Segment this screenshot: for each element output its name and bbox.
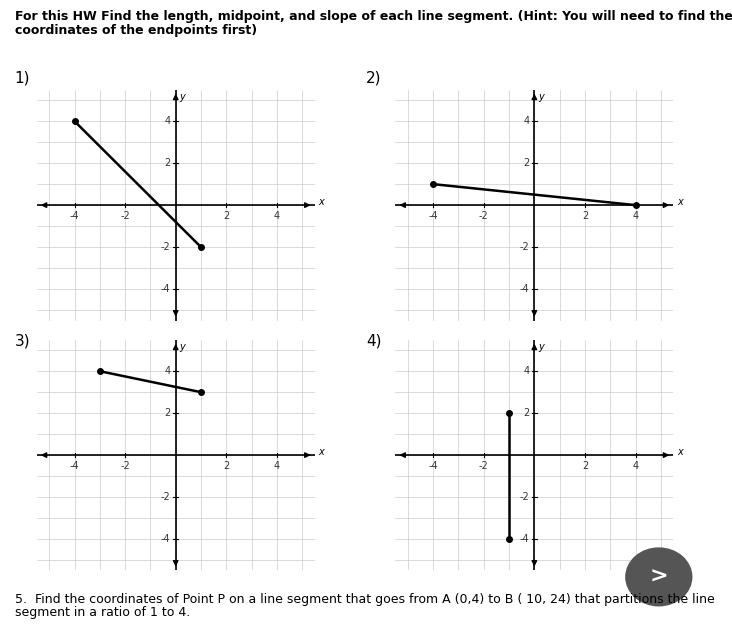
- Text: -4: -4: [161, 534, 171, 544]
- Text: 2: 2: [165, 158, 171, 168]
- Text: 4: 4: [523, 116, 529, 126]
- Text: segment in a ratio of 1 to 4.: segment in a ratio of 1 to 4.: [15, 606, 190, 619]
- Text: x: x: [677, 197, 683, 207]
- Text: x: x: [677, 447, 683, 457]
- Text: y: y: [538, 342, 544, 352]
- Text: -2: -2: [479, 212, 489, 221]
- Text: x: x: [318, 447, 324, 457]
- Text: For this HW Find the length, midpoint, and slope of each line segment. (Hint: Yo: For this HW Find the length, midpoint, a…: [15, 10, 732, 22]
- Text: -2: -2: [520, 242, 529, 252]
- Text: -2: -2: [120, 462, 130, 471]
- Text: y: y: [179, 342, 185, 352]
- Text: >: >: [649, 567, 668, 587]
- Text: -4: -4: [70, 462, 79, 471]
- Text: -2: -2: [161, 492, 171, 502]
- Text: 2: 2: [523, 158, 529, 168]
- Text: 2: 2: [523, 408, 529, 418]
- Text: 3): 3): [15, 333, 30, 348]
- Text: y: y: [538, 92, 544, 102]
- Text: 4: 4: [523, 366, 529, 376]
- Text: 4: 4: [632, 462, 638, 471]
- Text: -4: -4: [428, 462, 438, 471]
- Text: 2): 2): [366, 71, 381, 85]
- Text: -2: -2: [479, 462, 489, 471]
- Text: 4: 4: [165, 366, 171, 376]
- Text: x: x: [318, 197, 324, 207]
- Text: 2: 2: [582, 462, 588, 471]
- Text: -4: -4: [520, 284, 529, 294]
- Text: 4): 4): [366, 333, 381, 348]
- Text: 4: 4: [165, 116, 171, 126]
- Text: coordinates of the endpoints first): coordinates of the endpoints first): [15, 24, 257, 37]
- Text: -4: -4: [70, 212, 79, 221]
- Text: -2: -2: [120, 212, 130, 221]
- Text: -2: -2: [520, 492, 529, 502]
- Text: 2: 2: [165, 408, 171, 418]
- Text: 2: 2: [223, 462, 229, 471]
- Text: 1): 1): [15, 71, 30, 85]
- Text: -4: -4: [520, 534, 529, 544]
- Text: 4: 4: [274, 462, 280, 471]
- Text: -4: -4: [428, 212, 438, 221]
- Text: 4: 4: [274, 212, 280, 221]
- Text: 5.  Find the coordinates of Point P on a line segment that goes from A (0,4) to : 5. Find the coordinates of Point P on a …: [15, 593, 714, 606]
- Text: 4: 4: [632, 212, 638, 221]
- Text: y: y: [179, 92, 185, 102]
- Text: 2: 2: [582, 212, 588, 221]
- Circle shape: [626, 548, 692, 606]
- Text: -2: -2: [161, 242, 171, 252]
- Text: -4: -4: [161, 284, 171, 294]
- Text: 2: 2: [223, 212, 229, 221]
